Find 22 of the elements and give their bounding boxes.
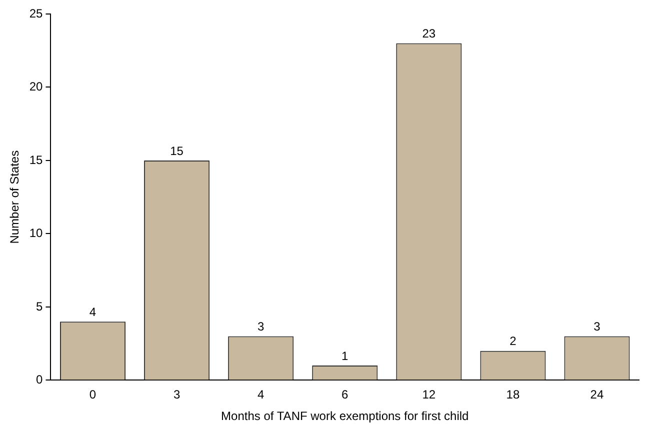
- x-tick-label: 3: [173, 388, 180, 402]
- y-tick-label: 25: [29, 6, 44, 20]
- data-label: 15: [170, 144, 184, 158]
- y-tick-label: 0: [36, 372, 44, 387]
- x-tick-label: 24: [590, 388, 604, 402]
- x-tick-label: 6: [342, 388, 349, 402]
- x-tick-label: 18: [506, 388, 520, 402]
- data-label: 1: [342, 348, 349, 363]
- x-tick-label: 4: [257, 388, 264, 402]
- data-label: 4: [89, 304, 96, 319]
- data-label: 3: [594, 320, 601, 334]
- y-axis-title: Number of States: [8, 150, 22, 244]
- data-label: 2: [510, 334, 517, 348]
- x-tick-label: 12: [422, 388, 436, 402]
- y-tick-label: 15: [29, 152, 44, 167]
- x-axis-title: Months of TANF work exemptions for first child: [221, 409, 469, 424]
- data-label: 3: [257, 320, 264, 334]
- data-label: 23: [422, 26, 436, 41]
- y-tick-label: 10: [29, 226, 44, 240]
- y-tick-label: 5: [36, 299, 44, 314]
- x-tick-label: 0: [89, 388, 96, 402]
- y-tick-label: 20: [29, 80, 44, 94]
